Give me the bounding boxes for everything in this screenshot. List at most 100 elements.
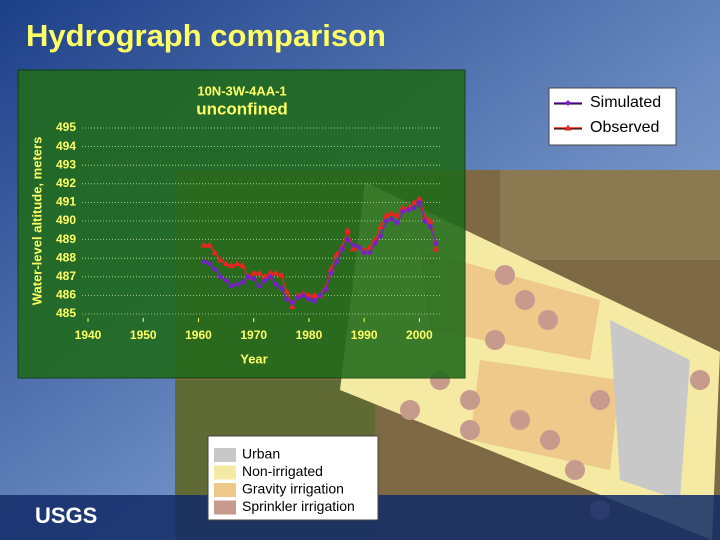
map-legend-swatch [214,465,236,480]
marker-diamond [200,258,207,265]
marker-diamond [245,273,252,280]
y-tick-label: 495 [56,120,76,134]
marker-diamond [372,240,379,247]
marker-diamond [305,296,312,303]
marker-diamond [300,292,307,299]
y-tick-label: 491 [56,195,76,209]
legend-label: Observed [590,119,659,136]
marker-diamond [212,266,219,273]
marker-triangle [228,262,236,269]
map-legend-label: Urban [242,446,280,462]
marker-triangle [344,226,352,233]
marker-triangle [250,269,258,276]
map-legend-label: Non-irrigated [242,463,323,479]
marker-triangle [239,262,247,269]
marker-diamond [234,281,241,288]
y-tick-label: 487 [56,269,76,283]
marker-diamond [278,284,285,291]
marker-diamond [405,206,412,213]
marker-diamond [383,218,390,224]
marker-diamond [223,277,230,284]
marker-triangle [349,245,357,252]
marker-triangle [272,269,280,276]
chart-legend-box [548,87,677,146]
marker-diamond [250,275,257,282]
marker-diamond [421,218,428,224]
marker-diamond [328,270,335,277]
marker-triangle [277,271,285,278]
marker-diamond [283,296,290,303]
marker-diamond [361,249,368,256]
marker-diamond [394,219,401,226]
legend-marker [564,124,572,131]
marker-diamond [217,273,224,280]
chart-title: 10N-3W-4AA-1 [197,83,286,98]
marker-diamond [256,283,263,290]
marker-diamond [427,223,434,230]
marker-triangle [366,243,374,250]
marker-diamond [228,283,235,290]
marker-diamond [416,199,423,206]
y-axis-label: Water-level altitude, meters [29,137,44,306]
marker-triangle [410,198,418,205]
chart-subtitle: unconfined [196,99,288,118]
legend-label: Simulated [590,94,661,111]
marker-triangle [206,241,214,248]
marker-diamond [294,294,301,301]
marker-triangle [426,217,434,224]
map-legend-label: Gravity irrigation [242,481,344,497]
marker-diamond [377,232,384,239]
marker-triangle [399,204,407,211]
marker-triangle [217,256,225,263]
marker-diamond [399,208,406,215]
x-tick-label: 1940 [75,328,102,342]
marker-triangle [283,288,291,295]
marker-diamond [261,277,268,284]
map-legend-swatch [214,500,236,515]
marker-diamond [410,204,417,211]
y-tick-label: 488 [56,250,76,264]
marker-diamond [344,236,351,243]
x-tick-label: 1970 [240,328,267,342]
marker-diamond [432,240,439,247]
chart-panel [17,69,466,379]
marker-triangle [305,291,313,298]
x-tick-label: 2000 [406,328,433,342]
marker-diamond [311,297,318,304]
marker-triangle [421,213,429,220]
x-tick-label: 1960 [185,328,212,342]
marker-diamond [333,258,340,265]
marker-triangle [211,249,219,256]
marker-diamond [355,244,362,251]
x-tick-label: 1980 [296,328,323,342]
map-legend-box [207,435,379,521]
marker-triangle [255,269,263,276]
map-legend-swatch [214,483,236,497]
marker-diamond [289,299,296,306]
marker-triangle [266,269,274,276]
marker-diamond [239,279,246,286]
chart-legend: Simulated Observed [554,94,661,136]
marker-diamond [316,292,323,299]
legend-marker [565,100,571,106]
slide-title: Hydrograph comparison [26,18,386,53]
marker-triangle [382,211,390,218]
marker-triangle [432,245,440,252]
map-legend-swatch [214,448,236,462]
marker-diamond [322,286,329,293]
marker-triangle [200,241,208,248]
marker-diamond [339,245,346,252]
y-tick-label: 486 [56,288,76,302]
y-tick-label: 489 [56,232,76,246]
x-axis-label: Year [240,351,267,366]
marker-diamond [272,281,279,288]
marker-triangle [415,195,423,202]
x-tick-label: 1990 [351,328,378,342]
marker-triangle [310,291,318,298]
marker-triangle [261,273,269,280]
marker-triangle [393,211,401,218]
y-tick-label: 485 [56,306,76,320]
marker-triangle [333,250,341,257]
